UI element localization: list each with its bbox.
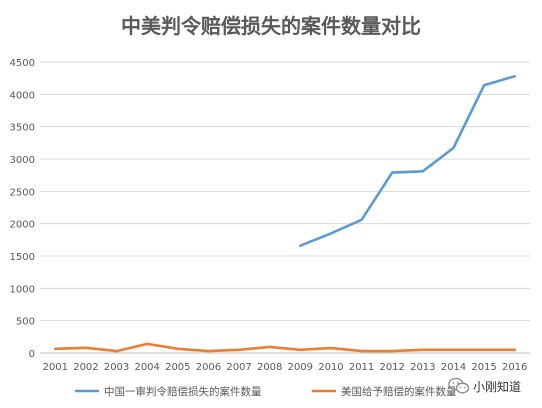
y-tick-label: 500 bbox=[16, 317, 35, 328]
wechat-icon bbox=[448, 377, 470, 394]
x-tick-label: 2016 bbox=[502, 362, 527, 373]
y-tick-label: 2500 bbox=[10, 187, 35, 198]
watermark: 小刚知道 bbox=[448, 374, 521, 398]
legend-label-2: 美国给予赔偿的案件数量 bbox=[341, 385, 457, 398]
x-tick-label: 2006 bbox=[196, 362, 221, 373]
x-tick-label: 2007 bbox=[226, 362, 251, 373]
y-tick-label: 1500 bbox=[10, 252, 35, 263]
x-tick-label: 2001 bbox=[43, 362, 68, 373]
x-tick-label: 2003 bbox=[104, 362, 129, 373]
x-tick-label: 2010 bbox=[318, 362, 343, 373]
x-tick-label: 2005 bbox=[165, 362, 190, 373]
x-tick-label: 2002 bbox=[73, 362, 98, 373]
y-axis-ticks: 0 500 1000 1500 2000 2500 3000 3500 4000 4500 bbox=[10, 58, 35, 360]
x-tick-label: 2004 bbox=[134, 362, 159, 373]
x-tick-label: 2015 bbox=[471, 362, 496, 373]
x-tick-label: 2014 bbox=[441, 362, 466, 373]
legend: 中国一审判令赔偿损失的案件数量 美国给予赔偿的案件数量 bbox=[75, 385, 457, 398]
y-tick-label: 1000 bbox=[10, 284, 35, 295]
x-tick-label: 2013 bbox=[410, 362, 435, 373]
x-tick-label: 2009 bbox=[288, 362, 313, 373]
series-lines bbox=[53, 74, 517, 353]
x-tick-label: 2011 bbox=[349, 362, 374, 373]
y-tick-label: 2000 bbox=[10, 220, 35, 231]
x-axis-ticks: 2001 2002 2003 2004 2005 2006 2007 2008 2009 2010… bbox=[43, 362, 528, 373]
series-line-2 bbox=[53, 342, 517, 353]
gridlines bbox=[40, 61, 530, 354]
legend-label-1: 中国一审判令赔偿损失的案件数量 bbox=[104, 385, 262, 398]
y-tick-label: 4500 bbox=[10, 58, 35, 69]
y-tick-label: 0 bbox=[29, 349, 35, 360]
y-tick-label: 4000 bbox=[10, 90, 35, 101]
series-line-1 bbox=[298, 74, 517, 247]
x-tick-label: 2012 bbox=[379, 362, 404, 373]
x-tick-label: 2008 bbox=[257, 362, 282, 373]
chart-title: 中美判令赔偿损失的案件数量对比 bbox=[121, 14, 421, 38]
watermark-text: 小刚知道 bbox=[473, 379, 522, 394]
y-tick-label: 3000 bbox=[10, 155, 35, 166]
y-tick-label: 3500 bbox=[10, 123, 35, 134]
